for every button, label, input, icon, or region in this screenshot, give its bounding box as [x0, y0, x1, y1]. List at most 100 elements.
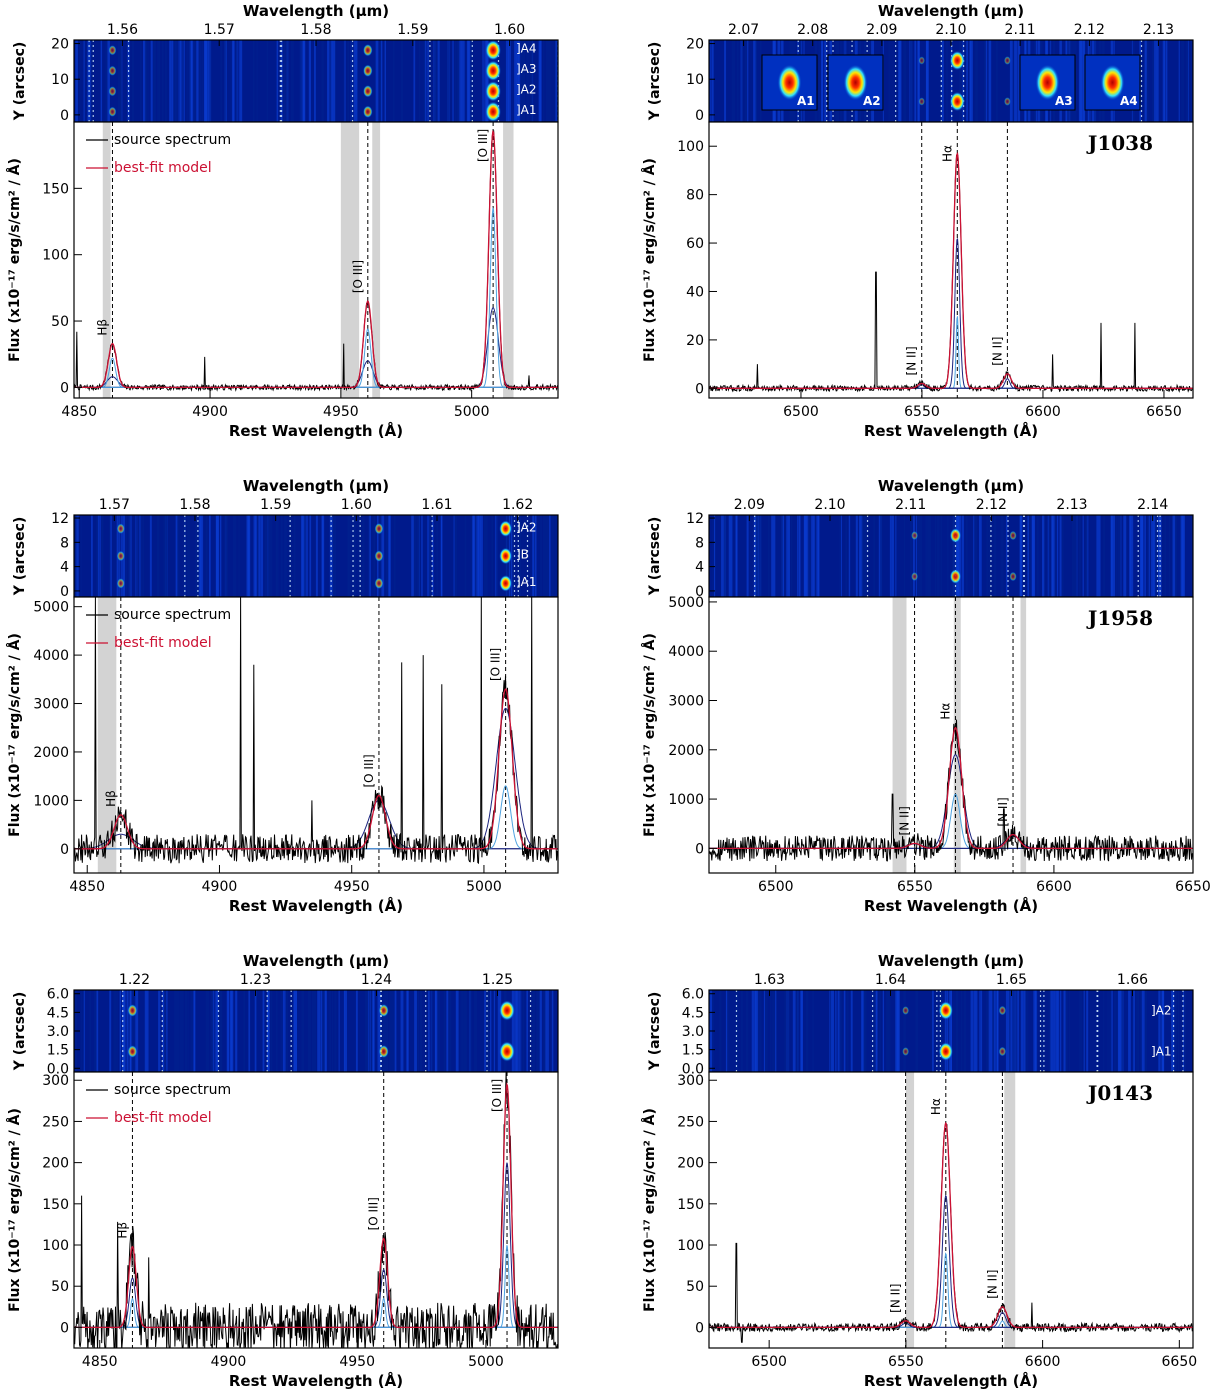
- image-ytick-label: 1.5: [682, 1043, 704, 1059]
- image-ytick-label: 0.0: [47, 1061, 69, 1077]
- best-fit-model: [709, 726, 1193, 850]
- top-axis-label: Wavelength (μm): [243, 952, 389, 970]
- top-tick-label: 2.07: [728, 22, 759, 38]
- xtick-label: 5000: [454, 404, 490, 420]
- ytick-label: 0: [60, 380, 69, 396]
- best-fit-model: [74, 688, 558, 850]
- plot-frame: [708, 1071, 1194, 1349]
- xtick-label: 6600: [1025, 1354, 1061, 1370]
- xtick-label: 4950: [323, 404, 359, 420]
- top-tick-label: 1.22: [119, 972, 150, 988]
- plot-area: [74, 1072, 558, 1348]
- emission-knot: [363, 85, 373, 98]
- xaxis-label: Rest Wavelength (Å): [864, 1371, 1038, 1390]
- image-strip: [74, 990, 558, 1072]
- emission-knot: [363, 105, 373, 118]
- inset-label: A4: [1120, 94, 1138, 108]
- top-tick-label: 1.63: [754, 972, 785, 988]
- top-tick-label: 1.60: [341, 497, 372, 513]
- ytick-label: 5000: [33, 600, 69, 616]
- xaxis-label: Rest Wavelength (Å): [229, 421, 403, 440]
- emission-knot: [938, 1001, 953, 1020]
- line-label: [O III]: [367, 1197, 381, 1230]
- image-ytick-label: 8: [695, 535, 704, 551]
- knot-label: ]A1: [516, 103, 537, 117]
- top-tick-label: 1.61: [421, 497, 452, 513]
- line-label: [N II]: [985, 1270, 999, 1299]
- xtick-label: 4950: [334, 879, 370, 895]
- emission-knot: [485, 81, 501, 102]
- plot-frame: [708, 596, 1194, 874]
- emission-knot: [938, 1042, 953, 1061]
- ytick-label: 50: [51, 1279, 69, 1295]
- ytick-label: 300: [677, 1073, 704, 1089]
- masked-region: [503, 122, 514, 398]
- line-label: [N II]: [889, 1284, 903, 1313]
- ytick-label: 5000: [668, 595, 704, 611]
- top-tick-label: 1.60: [494, 22, 525, 38]
- image-ytick-label: 6.0: [682, 987, 704, 1003]
- emission-knot: [108, 106, 117, 117]
- image-strip: [709, 40, 1193, 122]
- ytick-label: 250: [42, 1114, 69, 1130]
- inset-source: [1035, 64, 1060, 101]
- best-fit-model: [709, 151, 1193, 389]
- emission-knot: [499, 547, 512, 565]
- plot-content: [74, 1072, 558, 1348]
- ytick-label: 1000: [33, 793, 69, 809]
- emission-knot: [918, 97, 925, 106]
- panel-p6: ]A2]A1 0.0 1.5 3.0 4.5 6.0 Y (arcsec) 1.63 1.64 1…: [641, 952, 1197, 1390]
- image-ytick-label: 12: [686, 511, 704, 527]
- legend-label-spectrum: source spectrum: [114, 607, 231, 623]
- object-name: J1038: [1086, 131, 1153, 155]
- plot-area: [74, 122, 558, 398]
- source-spectrum: [74, 597, 558, 865]
- ytick-label: 40: [686, 284, 704, 300]
- top-tick-label: 2.09: [866, 22, 897, 38]
- inset-label: A1: [797, 94, 815, 108]
- masked-region: [102, 122, 111, 398]
- xtick-label: 6650: [1146, 404, 1182, 420]
- emission-knot: [998, 1046, 1007, 1057]
- masked-region: [1004, 1072, 1016, 1348]
- inset-label: A3: [1055, 94, 1073, 108]
- panel-p5: 0.0 1.5 3.0 4.5 6.0 Y (arcsec) 1.22 1.23 1.24 1.2…: [6, 952, 559, 1390]
- emission-knot: [949, 50, 965, 71]
- legend-label-model: best-fit model: [114, 635, 212, 651]
- image-strip: [74, 515, 558, 597]
- image-ytick-label: 4.5: [682, 1005, 704, 1021]
- image-ytick-label: 0.0: [682, 1061, 704, 1077]
- legend-label-spectrum: source spectrum: [114, 1082, 231, 1098]
- emission-knot: [374, 577, 384, 590]
- xtick-label: 6550: [888, 1354, 924, 1370]
- line-label: Hα: [940, 145, 954, 162]
- yaxis-label: Flux (x10⁻¹⁷ erg/s/cm² / Å): [641, 1108, 658, 1312]
- image-ytick-label: 10: [51, 72, 69, 88]
- ytick-label: 3000: [668, 694, 704, 710]
- top-tick-label: 1.59: [397, 22, 428, 38]
- top-tick-label: 1.66: [1117, 972, 1148, 988]
- emission-knot: [1003, 56, 1011, 65]
- emission-knot: [378, 1045, 389, 1058]
- plot-area: [74, 597, 558, 873]
- xtick-label: 6650: [1162, 1354, 1198, 1370]
- image-ytick-label: 0: [695, 108, 704, 124]
- top-tick-label: 1.65: [996, 972, 1027, 988]
- image-yaxis-label: Y (arcsec): [12, 992, 28, 1072]
- ytick-label: 300: [42, 1073, 69, 1089]
- xtick-label: 4850: [82, 1354, 118, 1370]
- xaxis-label: Rest Wavelength (Å): [229, 1371, 403, 1390]
- line-label: Hα: [929, 1098, 943, 1115]
- top-tick-label: 1.25: [482, 972, 513, 988]
- ytick-label: 100: [677, 139, 704, 155]
- ytick-label: 0: [60, 842, 69, 858]
- inset-label: A2: [863, 94, 881, 108]
- emission-knot: [499, 1041, 515, 1062]
- xtick-label: 6500: [783, 404, 819, 420]
- ytick-label: 100: [677, 1238, 704, 1254]
- top-tick-label: 2.11: [1005, 22, 1036, 38]
- line-label: Hβ: [95, 319, 109, 336]
- image-strip: [74, 40, 558, 122]
- emission-knot: [499, 1000, 515, 1021]
- image-strip: [709, 990, 1193, 1072]
